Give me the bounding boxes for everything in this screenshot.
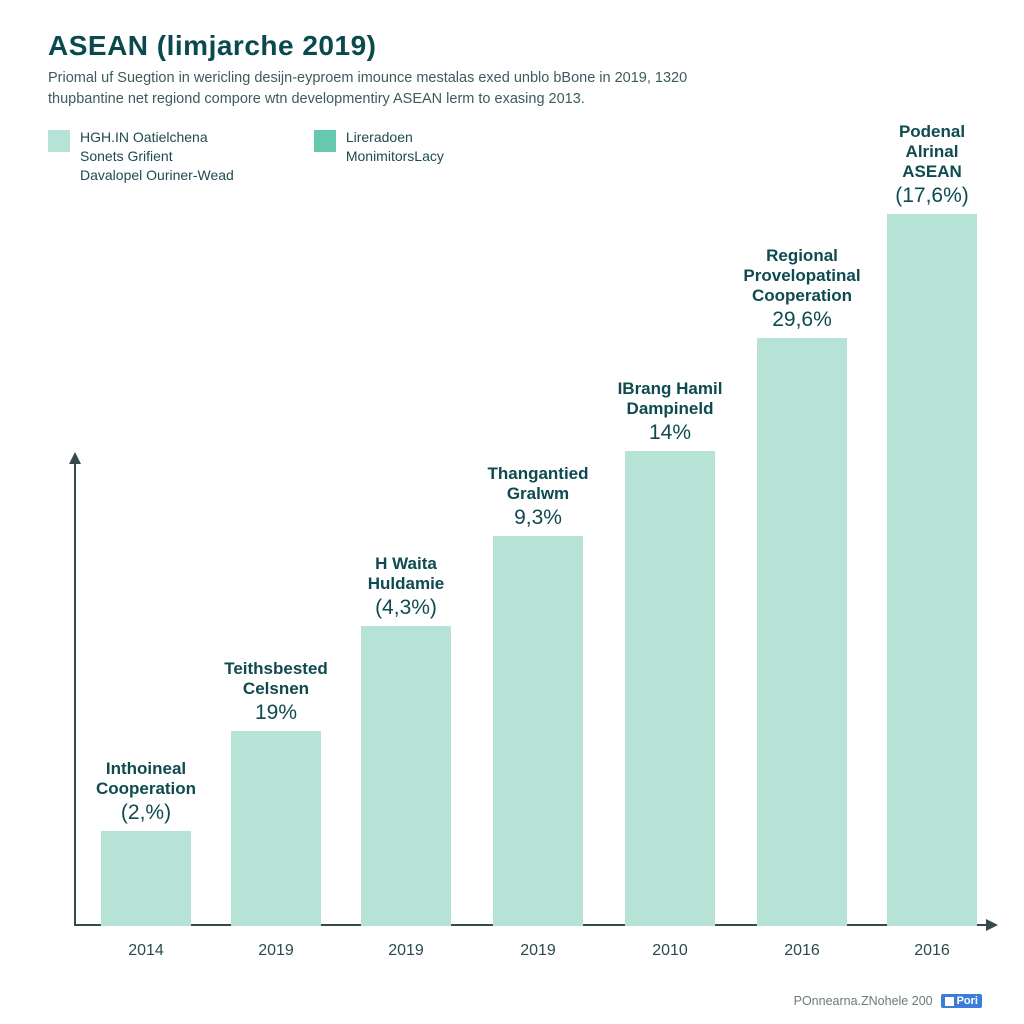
legend: HGH.IN Oatielchena Sonets Grifient Daval… <box>48 128 984 185</box>
legend-text-1: HGH.IN Oatielchena Sonets Grifient Daval… <box>80 128 234 185</box>
badge-text: Pori <box>957 995 978 1007</box>
x-tick-6: 2016 <box>914 942 950 960</box>
bar-rect-0 <box>101 831 191 926</box>
bar-6: PodenalAlrinalASEAN(17,6%) <box>887 214 977 926</box>
footer-badge: Pori <box>941 994 982 1008</box>
bar-label-4: IBrang HamilDampineld14% <box>585 379 755 445</box>
x-tick-1: 2019 <box>258 942 294 960</box>
bar-label-0: InthoinealCooperation(2,%) <box>61 759 231 825</box>
bar-label-5: RegionalProvelopatinalCooperation29,6% <box>717 246 887 332</box>
bar-label-6: PodenalAlrinalASEAN(17,6%) <box>847 122 1017 208</box>
bar-label-2: H WaitaHuldamie(4,3%) <box>321 554 491 620</box>
legend-item-2: Lireradoen MonimitorsLacy <box>314 128 444 185</box>
bar-rect-3 <box>493 536 583 926</box>
bar-1: TeithsbestedCelsnen19% <box>231 731 321 926</box>
chart-title: ASEAN (limjarche 2019) <box>48 30 984 62</box>
plot-area: InthoinealCooperation(2,%) TeithsbestedCe… <box>74 200 974 926</box>
bar-rect-5 <box>757 338 847 926</box>
bar-4: IBrang HamilDampineld14% <box>625 451 715 926</box>
badge-icon <box>945 997 954 1006</box>
legend-item-1: HGH.IN Oatielchena Sonets Grifient Daval… <box>48 128 234 185</box>
bar-0: InthoinealCooperation(2,%) <box>101 831 191 926</box>
bar-rect-6 <box>887 214 977 926</box>
bar-rect-4 <box>625 451 715 926</box>
footer: POnnearna.ZNohele 200 Pori <box>794 994 982 1008</box>
x-tick-3: 2019 <box>520 942 556 960</box>
bar-rect-2 <box>361 626 451 926</box>
chart: InthoinealCooperation(2,%)TeithsbestedCe… <box>48 200 984 966</box>
legend-text-2: Lireradoen MonimitorsLacy <box>346 128 444 166</box>
x-tick-0: 2014 <box>128 942 164 960</box>
bar-label-3: ThangantiedGralwm9,3% <box>453 464 623 530</box>
legend-swatch-2 <box>314 130 336 152</box>
x-tick-labels: 2014 2019 2019 2019 2010 2016 2016 <box>74 936 974 960</box>
bar-2: H WaitaHuldamie(4,3%) <box>361 626 451 926</box>
footer-text: POnnearna.ZNohele 200 <box>794 994 933 1008</box>
x-tick-2: 2019 <box>388 942 424 960</box>
chart-subtitle: Priomal uf Suegtion in wericling desijn-… <box>48 68 828 110</box>
bars-container: InthoinealCooperation(2,%) TeithsbestedCe… <box>74 200 974 926</box>
x-axis-arrow-icon <box>986 919 998 931</box>
bar-3: ThangantiedGralwm9,3% <box>493 536 583 926</box>
bar-5: RegionalProvelopatinalCooperation29,6% <box>757 338 847 926</box>
legend-swatch-1 <box>48 130 70 152</box>
subtitle-line-1: Priomal uf Suegtion in wericling desijn-… <box>48 70 687 86</box>
bar-rect-1 <box>231 731 321 926</box>
bar-label-1: TeithsbestedCelsnen19% <box>191 659 361 725</box>
subtitle-line-2: thupbantine net regiond compore wtn deve… <box>48 91 585 107</box>
x-tick-5: 2016 <box>784 942 820 960</box>
x-tick-4: 2010 <box>652 942 688 960</box>
